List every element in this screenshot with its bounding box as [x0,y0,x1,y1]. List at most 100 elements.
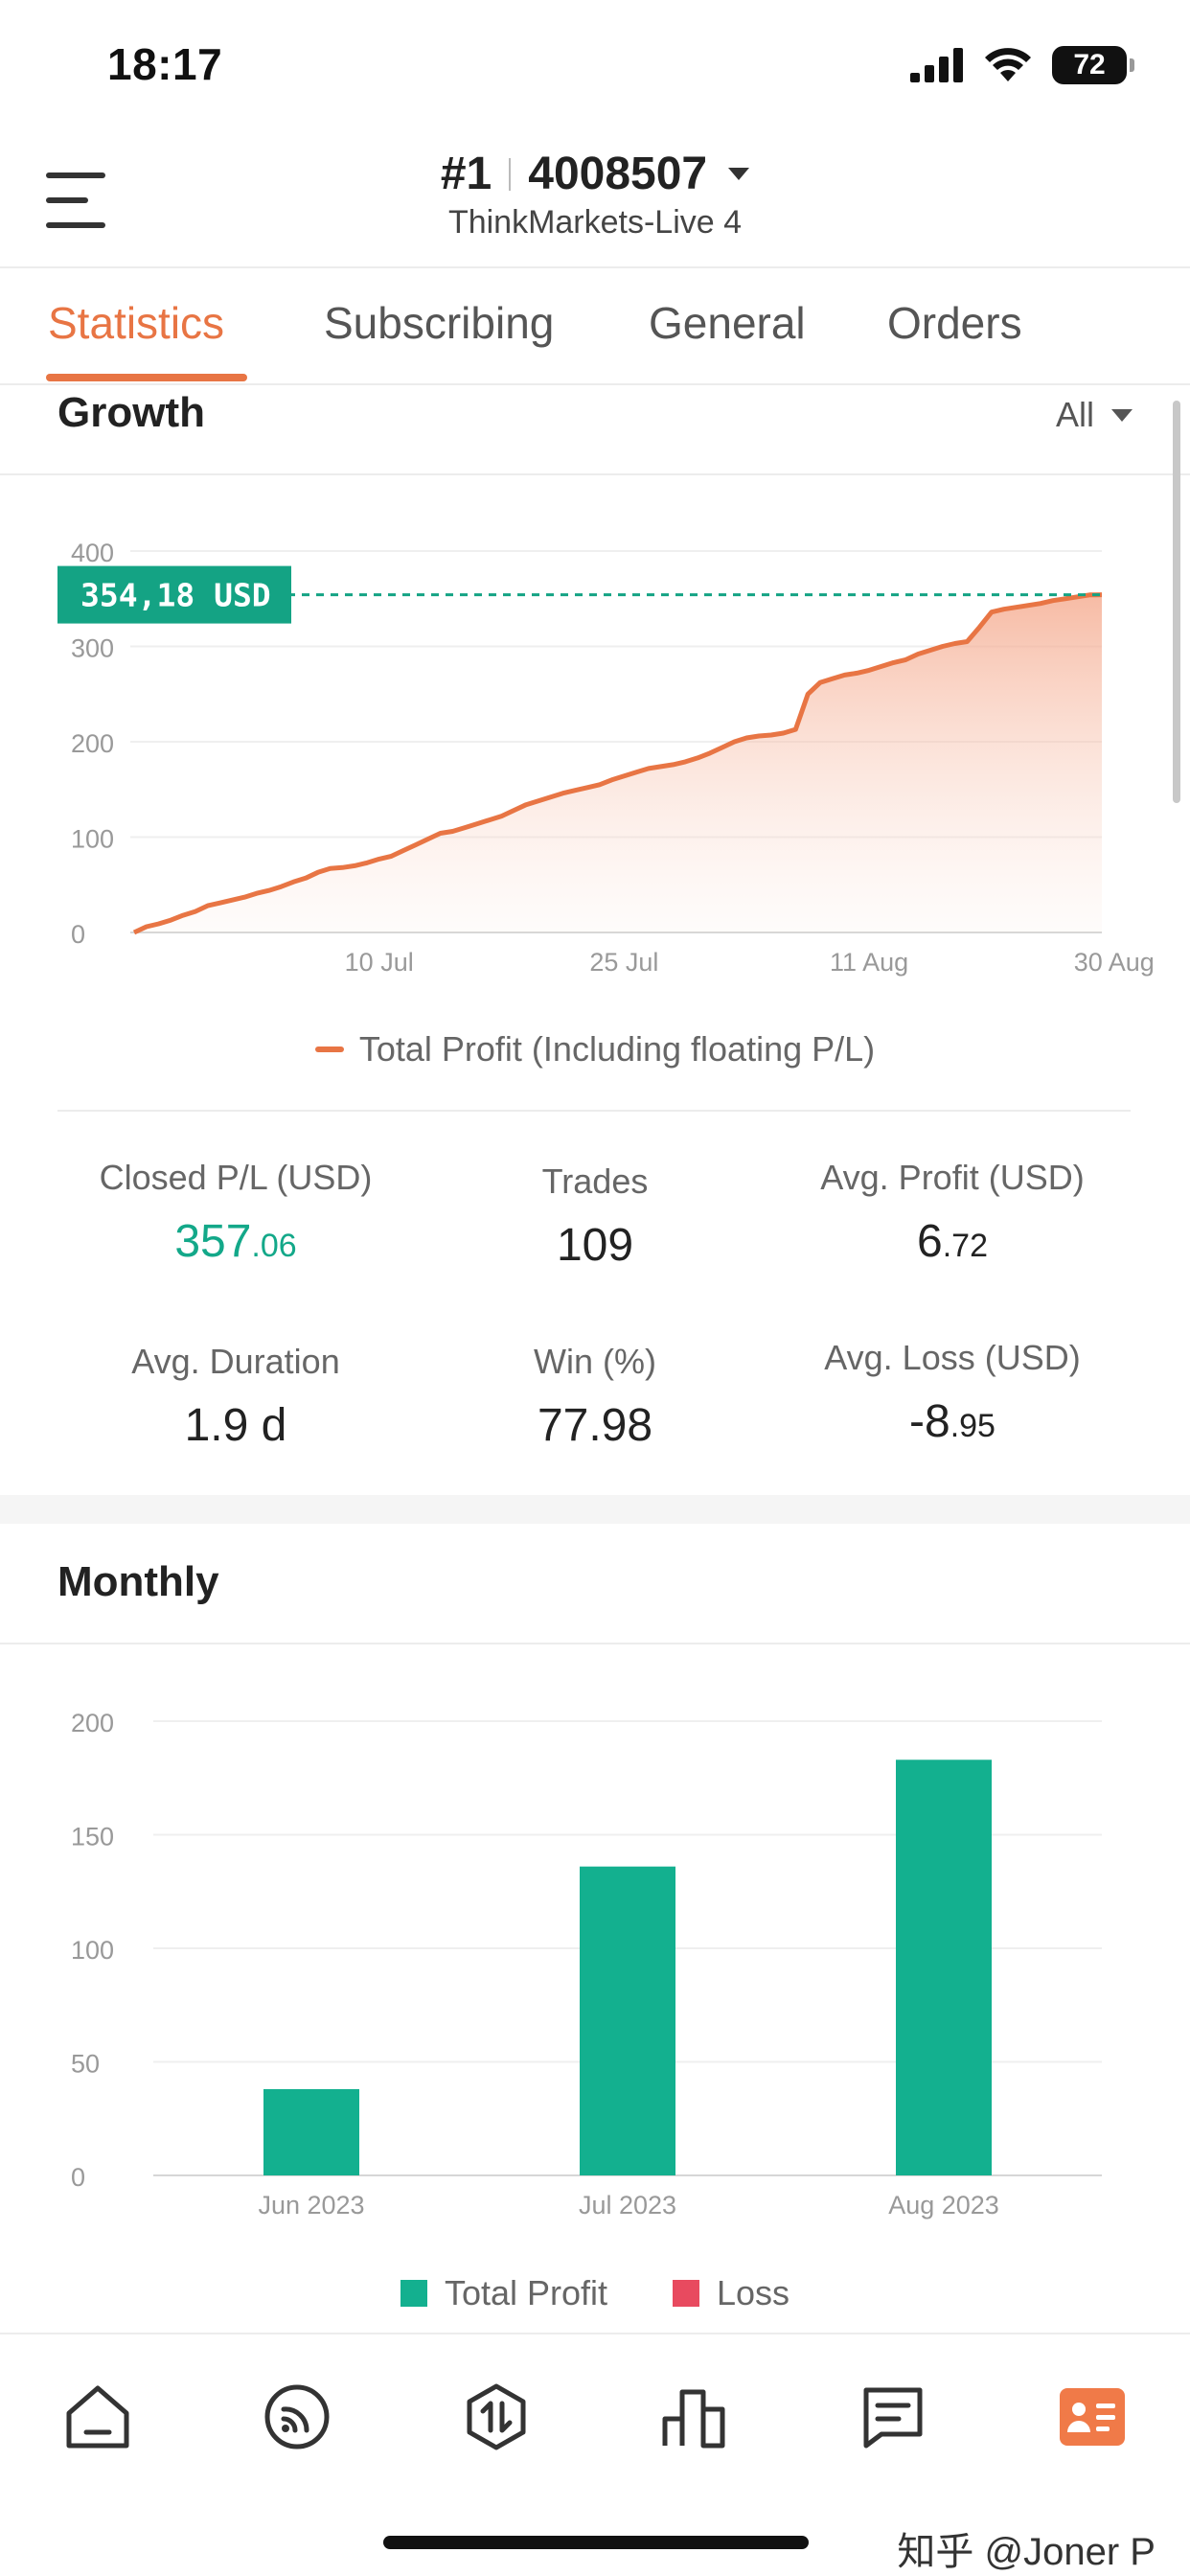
tab-orders[interactable]: Orders [887,298,1022,348]
legend-swatch-profit [400,2280,427,2307]
signals-feed-icon[interactable] [263,2382,332,2451]
stat-value-dec: .95 [950,1408,995,1444]
monthly-chart: 0 50 100 150 200 Jun 2023 Jul 2023 Aug 2023 [71,1709,1102,2220]
trade-icon[interactable] [462,2382,531,2451]
tab-general[interactable]: General [649,298,806,348]
bar-total-profit[interactable] [263,2088,359,2175]
range-select-value: All [1055,395,1094,434]
stat-value-int: -8 [909,1396,950,1447]
stats-divider [57,1110,1131,1112]
bar-total-profit[interactable] [896,1760,992,2175]
legend-item-loss[interactable]: Loss [673,2273,790,2313]
growth-line [132,592,1103,935]
caret-down-icon [728,168,750,180]
tab-bar: Statistics Subscribing General Orders [0,270,1190,385]
x-tick-label: 30 Aug [1074,948,1155,977]
menu-line [46,172,105,178]
stat-value-int: 6 [917,1216,943,1267]
stat-value: 109 [556,1220,634,1271]
growth-area [134,594,1102,932]
battery-level: 72 [1073,49,1106,80]
statistics-icon[interactable] [659,2382,728,2451]
stat-value-int: 357 [174,1216,252,1267]
legend-swatch-loss [673,2280,700,2307]
stat-label: Closed P/L (USD) [99,1158,373,1197]
status-icons: 72 [910,42,1134,88]
account-selector[interactable]: #1 4008507 ThinkMarkets-Live 4 [0,148,1190,242]
caret-down-icon [1111,408,1133,422]
y-tick-label: 100 [71,1936,114,1965]
growth-legend-label: Total Profit (Including floating P/L) [358,1029,876,1069]
stat-label: Avg. Profit (USD) [820,1158,1085,1197]
battery-icon: 72 [1052,46,1134,84]
x-tick-label: 25 Jul [589,948,658,977]
stat-value: -8.95 [770,1395,1134,1448]
y-tick-label: 0 [71,920,85,949]
status-bar: 18:17 72 [0,0,1190,125]
bar-total-profit[interactable] [580,1866,675,2175]
legend-line-swatch [314,1046,344,1052]
stat-closed-pl: Closed P/L (USD) 357.06 [54,1158,418,1268]
legend-label-profit: Total Profit [444,2273,608,2312]
stat-avg-loss: Avg. Loss (USD) -8.95 [770,1338,1134,1448]
y-tick-label: 300 [71,634,114,663]
x-tick-label: 11 Aug [830,948,908,977]
x-tick-label: Aug 2023 [888,2191,999,2220]
stat-avg-duration: Avg. Duration 1.9 d [54,1342,418,1452]
monthly-title: Monthly [57,1558,219,1605]
menu-line [46,222,105,228]
tab-subscribing[interactable]: Subscribing [324,298,555,348]
x-tick-label: 10 Jul [345,948,414,977]
tab-active-indicator [46,374,247,381]
home-icon[interactable] [63,2382,132,2451]
growth-chart: 0 100 200 300 400 10 Jul 25 Jul 11 Aug 30 Aug 35… [57,539,1155,977]
growth-title: Growth [57,389,205,436]
monthly-header: Monthly [0,1558,1190,1644]
growth-header: Growth All [0,389,1190,475]
account-divider [509,157,512,191]
tab-statistics[interactable]: Statistics [48,298,225,348]
x-tick-label: Jun 2023 [258,2191,364,2220]
monthly-legend: Total Profit Loss [0,2273,1190,2313]
stat-avg-profit: Avg. Profit (USD) 6.72 [770,1158,1134,1268]
y-tick-label: 200 [71,729,114,758]
stat-label: Trades [541,1162,649,1201]
server-name: ThinkMarkets-Live 4 [447,204,743,241]
stat-label: Win (%) [534,1342,656,1381]
y-tick-label: 0 [71,2163,85,2192]
stat-trades: Trades 109 [413,1162,777,1272]
y-tick-label: 50 [71,2050,100,2079]
messages-icon[interactable] [858,2382,927,2451]
stat-label: Avg. Duration [131,1342,340,1381]
watermark: 知乎 @Joner P [897,2531,1156,2573]
stat-label: Avg. Loss (USD) [824,1338,1081,1377]
section-gap [0,1495,1190,1524]
stat-value-dec: .06 [251,1228,297,1264]
stat-value: 6.72 [770,1215,1134,1268]
range-select[interactable]: All [1056,395,1133,435]
cellular-signal-icon [910,48,963,82]
y-tick-label: 100 [71,825,114,854]
app-header: #1 4008507 ThinkMarkets-Live 4 [0,134,1190,268]
profile-card-icon[interactable] [1058,2382,1127,2451]
home-indicator [383,2536,809,2549]
legend-label-loss: Loss [717,2273,790,2312]
account-number: 4008507 [528,149,708,199]
stat-value: 357.06 [54,1215,418,1268]
current-value-label: 354,18 USD [80,577,271,614]
account-rank: #1 [440,149,492,199]
scrollbar[interactable] [1173,401,1180,803]
stat-value: 77.98 [537,1400,653,1451]
current-value-tag [57,565,291,624]
y-tick-label: 200 [71,1709,114,1737]
stat-win: Win (%) 77.98 [413,1342,777,1452]
legend-item-profit[interactable]: Total Profit [400,2273,607,2313]
menu-line [46,197,88,203]
menu-button[interactable] [46,172,107,228]
stat-value: 1.9 d [184,1400,287,1451]
bottom-nav [0,2333,1190,2496]
status-time: 18:17 [107,39,223,89]
stat-value-dec: .72 [942,1228,988,1264]
growth-legend: Total Profit (Including floating P/L) [0,1029,1190,1070]
y-tick-label: 150 [71,1823,114,1852]
